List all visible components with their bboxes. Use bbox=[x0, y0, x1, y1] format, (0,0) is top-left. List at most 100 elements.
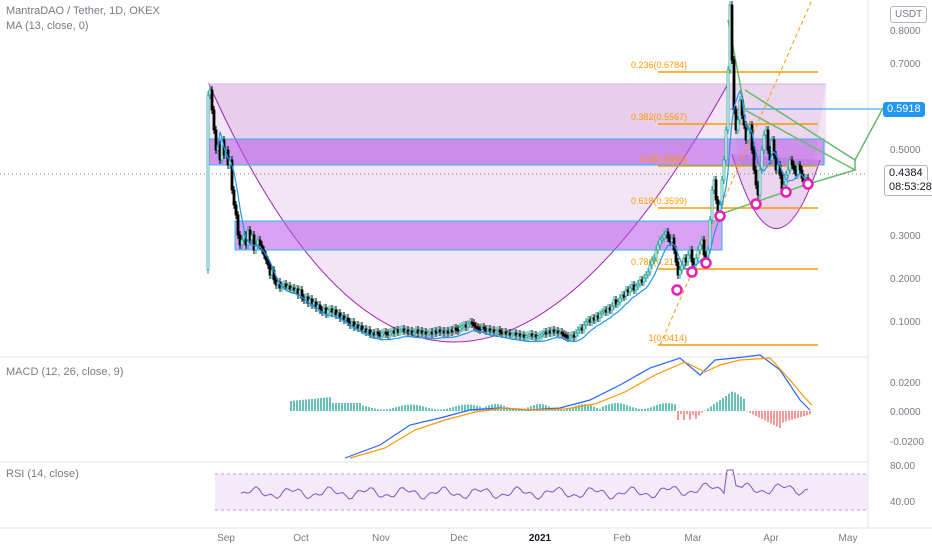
candle-body bbox=[790, 159, 794, 166]
fib-label: 0.618(0.3599) bbox=[631, 196, 687, 206]
macd-bar bbox=[383, 409, 385, 411]
macd-bar bbox=[692, 411, 694, 415]
macd-bar bbox=[728, 393, 730, 411]
macd-bar bbox=[308, 399, 310, 411]
macd-bar bbox=[515, 409, 517, 411]
candle-body bbox=[582, 324, 586, 331]
macd-bar bbox=[509, 408, 511, 411]
macd-bar bbox=[443, 409, 445, 411]
macd-bar bbox=[335, 403, 337, 411]
macd-bar bbox=[332, 403, 334, 411]
pivot-marker bbox=[671, 284, 683, 296]
rsi-line bbox=[240, 469, 809, 501]
candle-body bbox=[624, 289, 628, 297]
macd-bar bbox=[425, 407, 427, 411]
macd-bar bbox=[299, 400, 301, 411]
macd-bar bbox=[323, 397, 325, 411]
macd-bar bbox=[626, 405, 628, 411]
macd-bar bbox=[722, 398, 724, 411]
time-axis-label: 2021 bbox=[529, 533, 552, 544]
currency-button[interactable]: USDT bbox=[890, 6, 928, 23]
candle-body bbox=[690, 249, 694, 263]
macd-bar bbox=[512, 409, 514, 411]
macd-bar bbox=[638, 408, 640, 411]
candle-body bbox=[498, 329, 502, 333]
time-axis-label: Mar bbox=[684, 533, 702, 544]
time-axis-label: Apr bbox=[763, 533, 779, 544]
macd-bar bbox=[530, 406, 532, 411]
candle-body bbox=[746, 129, 750, 141]
candle-body bbox=[214, 129, 218, 151]
macd-bar bbox=[566, 409, 568, 411]
candle-body bbox=[380, 332, 384, 337]
candle-body bbox=[232, 189, 236, 206]
macd-bar bbox=[398, 406, 400, 411]
candle-body bbox=[346, 317, 350, 323]
candle-body bbox=[766, 129, 770, 151]
macd-bar bbox=[662, 403, 664, 411]
macd-bar bbox=[569, 408, 571, 411]
macd-bar bbox=[701, 411, 703, 413]
candle-body bbox=[598, 313, 602, 319]
macd-bar bbox=[380, 409, 382, 411]
macd-bar bbox=[611, 403, 613, 411]
macd-bar bbox=[518, 409, 520, 411]
pivot-marker bbox=[750, 198, 762, 210]
macd-bar bbox=[686, 411, 688, 415]
candle-body bbox=[206, 94, 210, 271]
macd-bar bbox=[575, 405, 577, 411]
macd-bar bbox=[350, 403, 352, 411]
price-tick-label: 0.2000 bbox=[890, 274, 921, 285]
macd-bar bbox=[362, 405, 364, 411]
macd-bar bbox=[668, 403, 670, 411]
macd-bar bbox=[419, 405, 421, 411]
macd-bar bbox=[536, 404, 538, 411]
macd-bar bbox=[659, 404, 661, 411]
candle-body bbox=[792, 164, 796, 171]
candle-body bbox=[252, 234, 256, 251]
macd-histogram bbox=[290, 391, 811, 428]
macd-bar bbox=[653, 406, 655, 411]
time-axis-label: Nov bbox=[372, 533, 390, 544]
time-axis-label: Sep bbox=[217, 533, 235, 544]
chart-title: MantraDAO / Tether, 1D, OKEX bbox=[6, 5, 160, 17]
macd-bar bbox=[587, 404, 589, 411]
macd-bar bbox=[326, 397, 328, 411]
price-tick-label: 0.8000 bbox=[890, 26, 921, 37]
macd-bar bbox=[590, 405, 592, 411]
supply-box bbox=[208, 138, 825, 166]
macd-bar bbox=[716, 402, 718, 411]
candle-body bbox=[786, 169, 790, 176]
macd-bar bbox=[563, 409, 565, 411]
candle-body bbox=[458, 326, 462, 331]
macd-bar bbox=[806, 411, 808, 416]
macd-bar bbox=[689, 411, 691, 420]
candle-body bbox=[540, 333, 544, 337]
macd-bar bbox=[560, 409, 562, 411]
candle-body bbox=[666, 231, 670, 239]
macd-bar bbox=[584, 404, 586, 411]
candle-body bbox=[334, 309, 338, 316]
candle-body bbox=[652, 257, 656, 261]
macd-bar bbox=[356, 403, 358, 411]
candle-body bbox=[752, 149, 756, 171]
candle-body bbox=[584, 321, 588, 326]
cup-pattern bbox=[208, 83, 729, 343]
candle-body bbox=[678, 269, 682, 276]
macd-bar bbox=[698, 411, 700, 416]
macd-bar bbox=[644, 408, 646, 411]
candle-body bbox=[730, 4, 734, 61]
macd-bar bbox=[743, 398, 745, 411]
macd-bar bbox=[302, 399, 304, 411]
macd-legend: MACD (12, 26, close, 9) bbox=[6, 366, 124, 378]
macd-bar bbox=[596, 407, 598, 411]
pivot-marker bbox=[686, 266, 698, 278]
macd-bar bbox=[749, 411, 751, 413]
macd-bar bbox=[635, 408, 637, 411]
macd-bar bbox=[404, 405, 406, 411]
macd-bar bbox=[446, 408, 448, 411]
candle-body bbox=[360, 325, 364, 331]
macd-bar bbox=[386, 409, 388, 411]
macd-bar bbox=[389, 408, 391, 411]
